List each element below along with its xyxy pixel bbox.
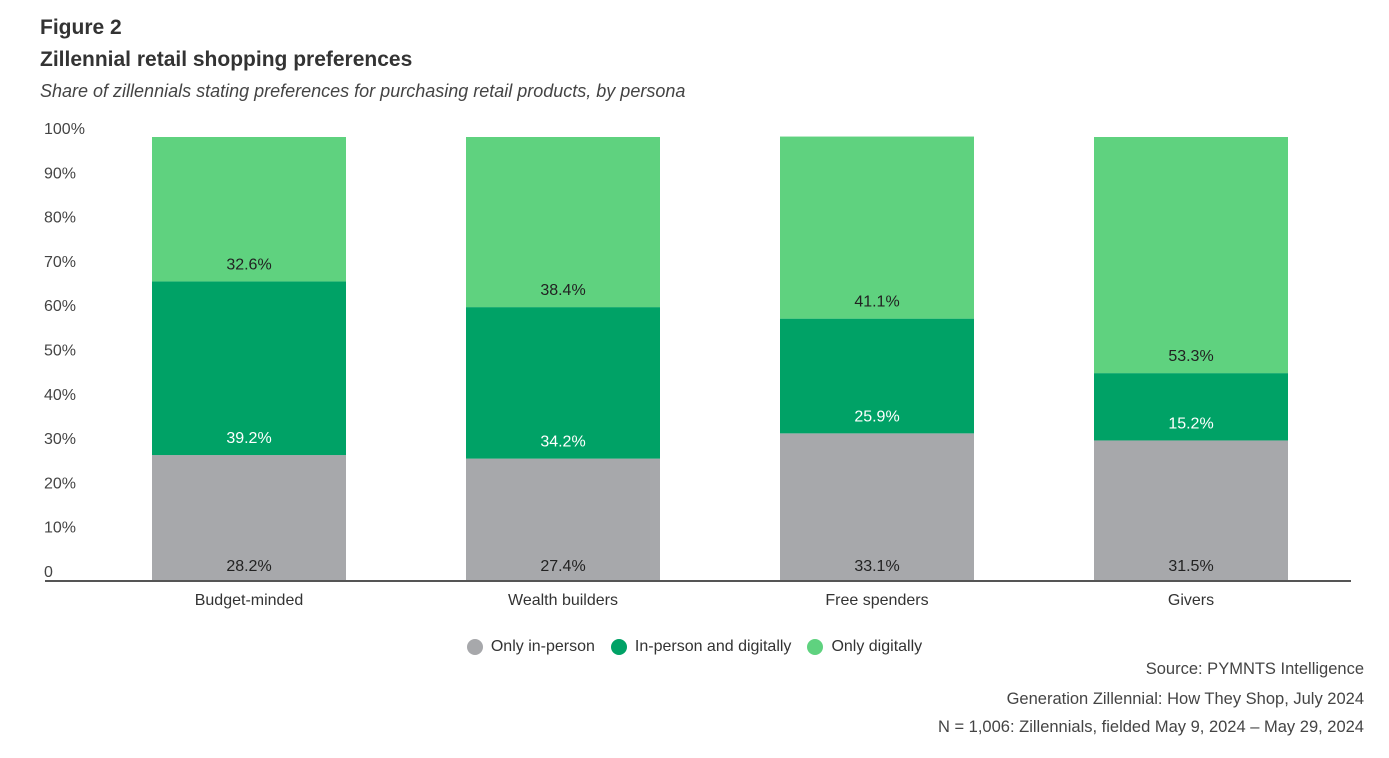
legend-dot-icon bbox=[466, 639, 483, 655]
x-category-label: Givers bbox=[1168, 592, 1214, 609]
stacked-bar-chart: 0 10% 20% 30% 40% 50% 60% 70% 80% 90% 100% 28.2% 39… bbox=[44, 121, 1351, 609]
x-category-label: Budget-minded bbox=[195, 592, 304, 609]
bar-segment bbox=[466, 307, 660, 459]
legend: Only in-person In-person and digitally Onl… bbox=[0, 638, 1389, 656]
data-label: 28.2% bbox=[226, 558, 271, 575]
data-label: 31.5% bbox=[1168, 558, 1213, 575]
data-labels: 28.2% 39.2% 32.6% 27.4% 34.2% 38.4% 33.1% 25.9%… bbox=[226, 256, 1213, 575]
chart-title: Zillennial retail shopping preferences bbox=[40, 48, 413, 71]
bar-segment bbox=[780, 136, 974, 319]
legend-label: In-person and digitally bbox=[634, 638, 792, 655]
bar-segment bbox=[1094, 137, 1288, 374]
data-label: 15.2% bbox=[1168, 415, 1213, 432]
y-tick-label: 80% bbox=[44, 210, 76, 227]
source-line-3: N = 1,006: Zillennials, fielded May 9, 2… bbox=[937, 718, 1364, 736]
bar-segment bbox=[1094, 373, 1288, 441]
data-label: 38.4% bbox=[540, 282, 585, 299]
data-label: 33.1% bbox=[854, 558, 899, 575]
y-tick-label: 100% bbox=[44, 121, 85, 138]
y-tick-label: 90% bbox=[44, 165, 76, 182]
data-label: 39.2% bbox=[226, 430, 271, 447]
bar-segment bbox=[466, 458, 660, 580]
data-label: 32.6% bbox=[226, 256, 271, 273]
bar-segment bbox=[152, 137, 346, 282]
figure-label: Figure 2 bbox=[40, 16, 122, 39]
bars bbox=[152, 136, 1288, 580]
y-tick-label: 50% bbox=[44, 343, 76, 360]
y-tick-label: 30% bbox=[44, 431, 76, 448]
data-label: 25.9% bbox=[854, 408, 899, 425]
legend-item: Only in-person bbox=[466, 638, 595, 656]
bar-segment bbox=[1094, 440, 1288, 580]
legend-label: Only in-person bbox=[490, 638, 595, 655]
y-tick-label: 70% bbox=[44, 254, 76, 271]
data-label: 34.2% bbox=[540, 434, 585, 451]
bar-segment bbox=[780, 433, 974, 580]
legend-dot-icon bbox=[807, 639, 824, 655]
y-tick-label: 40% bbox=[44, 387, 76, 404]
y-tick-label: 10% bbox=[44, 520, 76, 537]
y-axis-ticks: 0 10% 20% 30% 40% 50% 60% 70% 80% 90% 100% bbox=[44, 121, 85, 581]
y-tick-label: 20% bbox=[44, 475, 76, 492]
x-category-label: Free spenders bbox=[825, 592, 928, 609]
bar-segment bbox=[466, 137, 660, 308]
bar-segment bbox=[152, 455, 346, 580]
legend-item: In-person and digitally bbox=[610, 638, 792, 656]
bar-segment bbox=[152, 281, 346, 456]
legend-item: Only digitally bbox=[807, 638, 922, 656]
chart-subtitle: Share of zillennials stating preferences… bbox=[40, 81, 686, 101]
x-axis-labels: Budget-minded Wealth builders Free spender… bbox=[195, 592, 1214, 609]
data-label: 27.4% bbox=[540, 558, 585, 575]
y-tick-label: 0 bbox=[44, 564, 53, 581]
source-line-2: Generation Zillennial: How They Shop, Ju… bbox=[1006, 690, 1364, 708]
bar-segment bbox=[780, 318, 974, 434]
data-label: 53.3% bbox=[1168, 348, 1213, 365]
y-tick-label: 60% bbox=[44, 298, 76, 315]
source-line-1: Source: PYMNTS Intelligence bbox=[1145, 660, 1364, 678]
data-label: 41.1% bbox=[854, 294, 899, 311]
legend-label: Only digitally bbox=[831, 638, 923, 655]
x-category-label: Wealth builders bbox=[508, 592, 618, 609]
legend-dot-icon bbox=[610, 639, 627, 655]
